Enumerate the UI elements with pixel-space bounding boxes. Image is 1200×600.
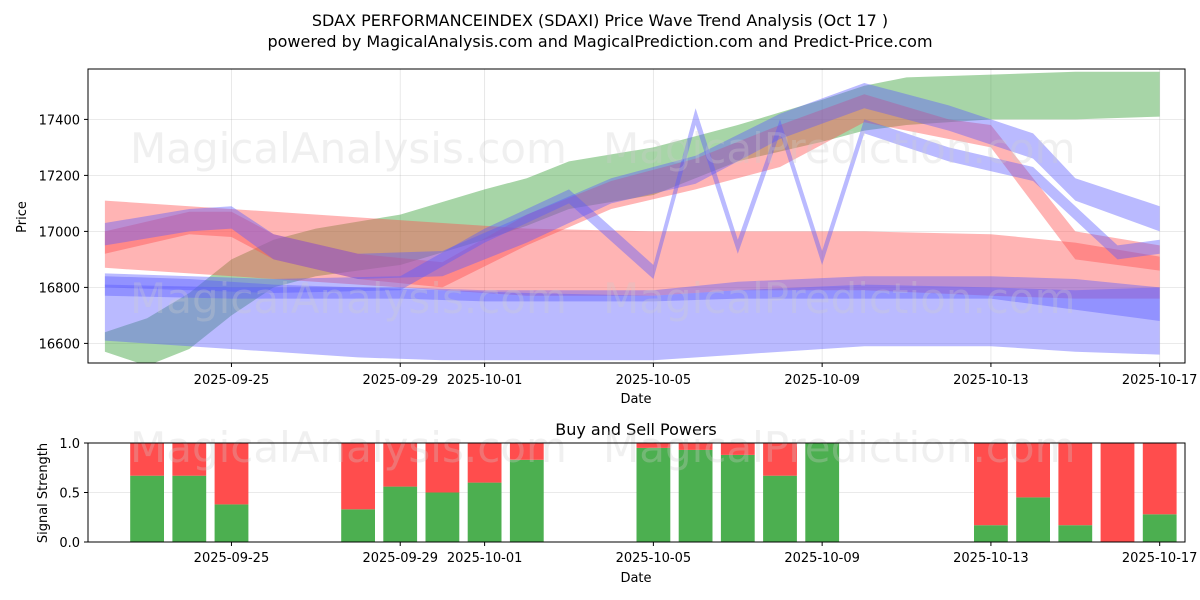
sell-bar <box>509 443 544 460</box>
bar-x-axis-label: Date <box>620 571 651 586</box>
main-x-tick-label: 2025-10-13 <box>953 373 1029 388</box>
main-x-tick-label: 2025-10-09 <box>784 373 860 388</box>
buy-bar <box>805 443 840 542</box>
main-gridlines <box>88 69 1185 363</box>
main-series-group <box>104 71 1160 363</box>
sell-bar <box>720 443 755 455</box>
series-band-purple-wave-band <box>104 83 1160 279</box>
sell-bar <box>763 443 797 476</box>
buy-bar <box>172 475 207 542</box>
main-x-axis-label: Date <box>620 392 651 407</box>
bar-x-tick-label: 2025-10-05 <box>616 551 692 566</box>
main-y-tick-label: 17200 <box>39 169 80 184</box>
buy-bar <box>383 486 418 542</box>
main-x-tick-label: 2025-10-17 <box>1122 373 1198 388</box>
main-y-ticks: 16600 16800 17000 17200 17400 <box>39 113 88 352</box>
chart-title: SDAX PERFORMANCEINDEX (SDAXI) Price Wave… <box>312 11 888 30</box>
main-y-tick-label: 17400 <box>39 113 80 128</box>
buy-bar <box>214 504 249 542</box>
bar-y-axis-label: Signal Strength <box>36 443 51 543</box>
bar-x-tick-label: 2025-09-25 <box>194 551 270 566</box>
sell-bar <box>467 443 502 483</box>
watermark-text: MagicalAnalysis.com <box>130 274 567 323</box>
chart-subtitle: powered by MagicalAnalysis.com and Magic… <box>267 32 932 51</box>
sell-bar <box>1016 443 1050 498</box>
main-y-tick-label: 16600 <box>39 337 80 352</box>
sell-bar <box>214 443 249 505</box>
buy-bar <box>763 475 797 542</box>
sell-bar <box>974 443 1008 526</box>
sell-bar <box>1100 443 1135 542</box>
watermark-text: MagicalPrediction.com <box>603 274 1076 323</box>
main-x-ticks: 2025-09-25 2025-09-29 2025-10-01 2025-10-05… <box>194 363 1198 388</box>
main-x-tick-label: 2025-10-01 <box>447 373 523 388</box>
buy-bar <box>130 475 164 542</box>
series-band-blue-wave-flat <box>104 276 1160 361</box>
buy-bar <box>509 459 544 542</box>
buy-sell-powers-chart: Buy and Sell Powers MagicalAnalysis.com … <box>36 420 1197 586</box>
price-wave-chart: MagicalAnalysis.com MagicalPrediction.co… <box>15 68 1198 407</box>
bar-x-tick-label: 2025-10-17 <box>1122 551 1198 566</box>
bar-series-group <box>130 443 1177 542</box>
buy-bar <box>341 509 375 542</box>
watermark-text: MagicalAnalysis.com <box>130 124 567 173</box>
bar-x-tick-label: 2025-09-29 <box>362 551 438 566</box>
buy-bar <box>1016 497 1050 542</box>
sell-bar <box>172 443 207 476</box>
sell-bar <box>1142 443 1177 515</box>
buy-bar <box>1142 514 1177 542</box>
sell-bar <box>1058 443 1093 526</box>
bar-x-ticks: 2025-09-25 2025-09-29 2025-10-01 2025-10-05… <box>194 542 1198 566</box>
main-y-axis-label: Price <box>15 201 30 233</box>
sell-bar <box>425 443 460 493</box>
buy-bar <box>720 454 755 542</box>
watermark-text: MagicalPrediction.com <box>603 423 1076 472</box>
series-band-red-wave-flat <box>104 200 1160 299</box>
sell-bar <box>130 443 164 476</box>
buy-bar <box>678 449 713 542</box>
main-x-tick-label: 2025-10-05 <box>616 373 692 388</box>
buy-bar <box>974 525 1008 542</box>
main-y-tick-label: 17000 <box>39 225 80 240</box>
buy-bar <box>636 447 671 542</box>
bar-chart-title: Buy and Sell Powers <box>555 420 717 439</box>
bar-y-tick-label: 0.0 <box>59 536 80 551</box>
bar-y-tick-label: 1.0 <box>59 437 80 452</box>
watermark-text: MagicalAnalysis.com <box>130 423 567 472</box>
bar-watermarks: MagicalAnalysis.com MagicalPrediction.co… <box>130 423 1076 472</box>
main-watermarks: MagicalAnalysis.com MagicalPrediction.co… <box>130 124 1076 323</box>
bar-y-tick-label: 0.5 <box>59 487 80 502</box>
sell-bar <box>383 443 418 487</box>
bar-y-ticks: 0.0 0.5 1.0 <box>59 437 88 551</box>
sell-bar <box>341 443 375 510</box>
buy-bar <box>1058 525 1093 542</box>
main-plot-frame <box>87 68 1186 364</box>
series-band-purple-band <box>104 276 1160 321</box>
buy-bar <box>425 492 460 542</box>
watermark-text: MagicalPrediction.com <box>603 124 1076 173</box>
buy-bar <box>467 482 502 542</box>
bar-x-tick-label: 2025-10-13 <box>953 551 1029 566</box>
series-band-red-wave-band <box>104 94 1160 288</box>
bar-x-tick-label: 2025-10-09 <box>784 551 860 566</box>
main-x-tick-label: 2025-09-25 <box>194 373 270 388</box>
series-band-blue-spike-band <box>104 108 1160 293</box>
main-y-tick-label: 16800 <box>39 281 80 296</box>
sell-bar <box>678 443 713 450</box>
bar-x-tick-label: 2025-10-01 <box>447 551 523 566</box>
series-band-green-wave <box>104 71 1160 363</box>
main-x-tick-label: 2025-09-29 <box>362 373 438 388</box>
sell-bar <box>636 443 671 448</box>
